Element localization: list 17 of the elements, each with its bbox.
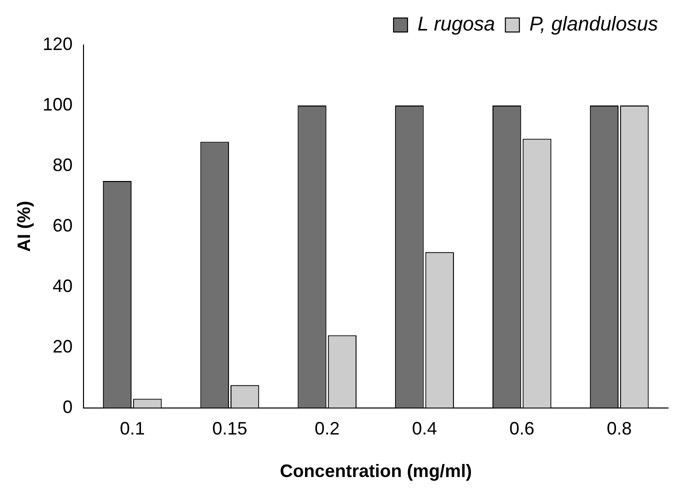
y-tick-label: 80 <box>52 154 73 175</box>
x-axis-title: Concentration (mg/ml) <box>280 461 472 482</box>
x-tick-label: 0.8 <box>606 418 632 439</box>
y-tick-label: 0 <box>62 396 73 417</box>
y-tick-label: 60 <box>52 215 73 236</box>
x-tick-label: 0.4 <box>412 418 438 439</box>
y-tick-label: 120 <box>42 34 73 54</box>
y-tick-label: 20 <box>52 336 73 356</box>
y-axis-title: AI (%) <box>14 200 34 252</box>
legend-label: L rugosa <box>418 14 496 36</box>
y-tick-label: 100 <box>42 94 73 114</box>
x-tick-label: 0.2 <box>314 418 340 439</box>
y-tick-label: 40 <box>52 276 73 296</box>
x-tick-label: 0.15 <box>212 418 248 439</box>
x-tick-label: 0.6 <box>509 418 534 439</box>
legend-label: P, glandulosus <box>529 14 658 36</box>
x-tick-label: 0.1 <box>120 418 145 439</box>
